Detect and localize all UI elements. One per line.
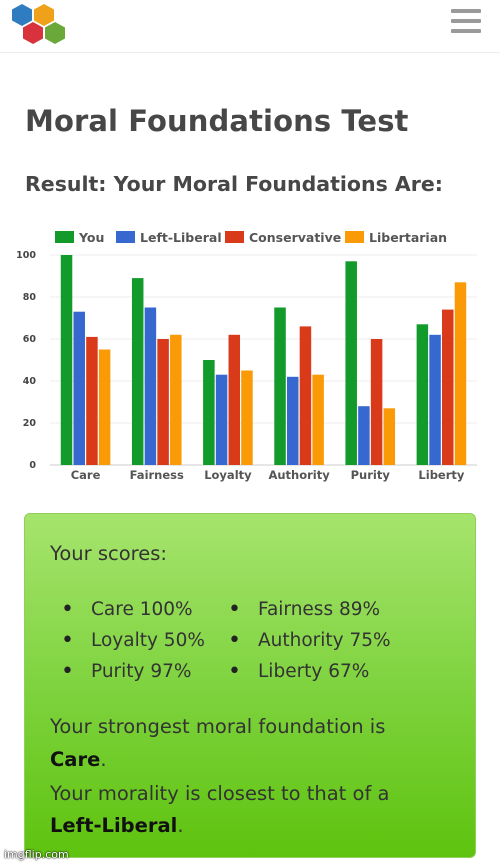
bar <box>241 370 253 465</box>
legend-label: Left-Liberal <box>140 230 222 245</box>
strongest-foundation-value: Care <box>50 748 101 771</box>
y-tick-label: 0 <box>29 460 36 471</box>
bar <box>274 307 286 465</box>
closest-period: . <box>177 814 184 837</box>
bar <box>370 339 383 465</box>
legend-swatch <box>225 231 244 243</box>
bar <box>358 406 370 465</box>
y-tick-label: 40 <box>23 376 37 387</box>
bar <box>144 307 157 465</box>
strongest-foundation-text: Your strongest moral foundation is <box>50 715 386 738</box>
x-tick-label: Fairness <box>130 468 184 482</box>
bar <box>157 339 169 465</box>
legend-swatch <box>345 231 364 243</box>
x-tick-label: Liberty <box>418 468 464 482</box>
y-tick-label: 80 <box>23 292 37 303</box>
site-header <box>0 0 500 53</box>
y-tick-label: 20 <box>23 418 37 429</box>
bar <box>416 324 429 465</box>
hexagon-cluster-logo-icon[interactable] <box>8 2 70 46</box>
x-tick-label: Loyalty <box>204 468 252 482</box>
legend-swatch <box>116 231 135 243</box>
legend-label: You <box>78 230 104 245</box>
hamburger-menu-icon[interactable] <box>451 9 481 37</box>
bar <box>299 326 312 465</box>
score-item-loyalty: Loyalty 50% <box>61 628 205 653</box>
bar <box>73 311 85 465</box>
result-heading: Result: Your Moral Foundations Are: <box>25 172 443 196</box>
bar <box>454 282 467 465</box>
moral-foundations-bar-chart: You Left-Liberal Conservative Libertarian 0 2… <box>16 230 477 482</box>
x-tick-label: Authority <box>268 468 330 482</box>
bar <box>312 374 324 465</box>
closest-morality-line: Left-Liberal. <box>50 814 184 837</box>
bar <box>215 374 228 465</box>
y-tick-label: 60 <box>23 334 37 345</box>
bar <box>228 334 241 465</box>
legend-label: Conservative <box>249 230 341 245</box>
score-item-care: Care 100% <box>61 597 192 622</box>
score-item-fairness: Fairness 89% <box>228 597 380 622</box>
legend-label: Libertarian <box>369 230 447 245</box>
score-item-liberty: Liberty 67% <box>228 659 369 684</box>
x-tick-label: Purity <box>351 468 391 482</box>
legend-swatch <box>55 231 74 243</box>
bar <box>60 255 73 465</box>
bar <box>383 408 396 465</box>
closest-morality-text: Your morality is closest to that of a <box>50 782 390 805</box>
bar <box>442 309 454 465</box>
bar <box>86 336 98 465</box>
bar <box>98 349 111 465</box>
bar <box>170 334 182 465</box>
closest-morality-value: Left-Liberal <box>50 814 178 837</box>
bar <box>131 278 144 465</box>
x-tick-label: Care <box>71 468 101 482</box>
scores-title: Your scores: <box>50 542 167 565</box>
watermark: imgflip.com <box>4 848 69 861</box>
bar <box>203 360 215 465</box>
score-item-authority: Authority 75% <box>228 628 391 653</box>
scores-panel: Your scores: Care 100% Fairness 89% Loya… <box>24 513 476 858</box>
bar <box>429 334 441 465</box>
strongest-foundation-line: Care. <box>50 748 107 771</box>
page-title: Moral Foundations Test <box>25 104 409 138</box>
score-item-purity: Purity 97% <box>61 659 191 684</box>
bar <box>345 261 357 465</box>
bar <box>286 376 299 465</box>
y-tick-label: 100 <box>16 250 36 261</box>
strongest-period: . <box>100 748 107 771</box>
